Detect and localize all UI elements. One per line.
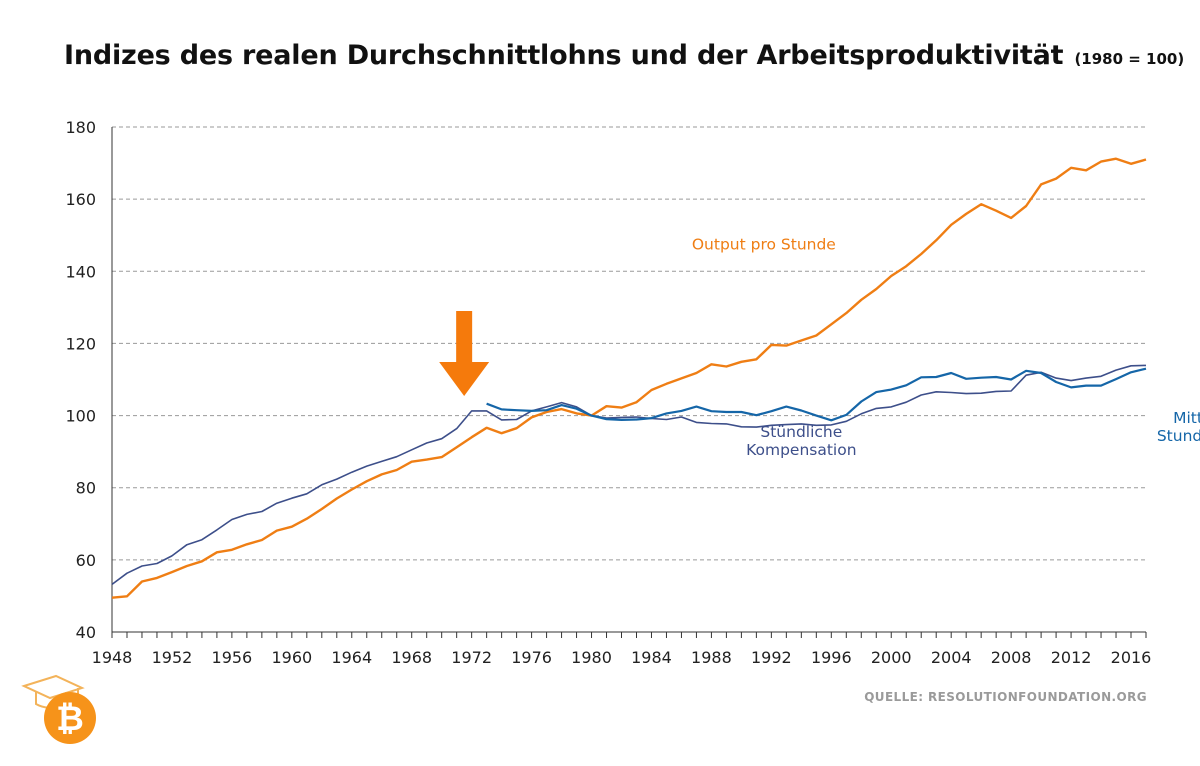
y-tick-label: 80 [76, 479, 96, 498]
y-tick-label: 180 [65, 118, 96, 137]
x-tick-label: 2000 [871, 648, 912, 667]
series-lines [111, 157, 1147, 599]
x-tick-label: 1948 [92, 648, 133, 667]
annotation-arrow [439, 311, 490, 396]
series-line-3 [486, 367, 1147, 422]
x-tick-label: 2004 [931, 648, 972, 667]
series-labels: Output pro Stunde Stündliche Kompensation M… [692, 236, 1200, 460]
y-tick-label: 160 [65, 190, 96, 209]
y-axis-tick-labels: 40 60 80 100 120 140 160 180 [65, 118, 96, 642]
y-tick-label: 40 [76, 623, 96, 642]
x-tick-label: 2016 [1111, 648, 1152, 667]
x-tick-label: 1980 [571, 648, 612, 667]
y-tick-label: 120 [65, 334, 96, 353]
x-tick-label: 1956 [212, 648, 253, 667]
bitcoin-graduation-cap-icon: ₿ [20, 660, 110, 750]
x-tick-label: 1960 [271, 648, 312, 667]
arrow-down-icon [439, 311, 490, 396]
x-tick-label: 2012 [1051, 648, 1092, 667]
x-tick-label: 1968 [391, 648, 432, 667]
chart-subtitle: (1980 = 100) [1074, 50, 1185, 68]
chart-title-row: Indizes des realen Durchschnittlohns und… [64, 40, 1184, 71]
series-line-2 [111, 364, 1147, 586]
x-tick-label: 1964 [331, 648, 372, 667]
x-tick-label: 1984 [631, 648, 672, 667]
grid-lines [112, 126, 1146, 561]
y-tick-label: 60 [76, 551, 96, 570]
x-tick-label: 1972 [451, 648, 492, 667]
chart-title: Indizes des realen Durchschnittlohns und… [64, 40, 1064, 71]
axes [111, 127, 1146, 633]
series-label-3: MittlererStundenlohn [1157, 409, 1200, 445]
x-tick-label: 1996 [811, 648, 852, 667]
series-label-1: Output pro Stunde [692, 236, 836, 254]
x-tick-label: 1988 [691, 648, 732, 667]
x-tick-label: 2008 [991, 648, 1032, 667]
source-note: QUELLE: RESOLUTIONFOUNDATION.ORG [864, 690, 1147, 704]
y-tick-label: 140 [65, 262, 96, 281]
series-label-2: Stündliche Kompensation [746, 423, 856, 459]
y-tick-label: 100 [65, 407, 96, 426]
x-tick-label: 1976 [511, 648, 552, 667]
svg-text:₿: ₿ [56, 699, 84, 739]
x-tick-label: 1952 [152, 648, 193, 667]
x-axis-tick-labels: 1948 1952 1956 1960 1964 1968 1972 1976 1980 1984… [92, 632, 1152, 667]
x-tick-label: 1992 [751, 648, 792, 667]
series-line-1 [111, 157, 1147, 599]
